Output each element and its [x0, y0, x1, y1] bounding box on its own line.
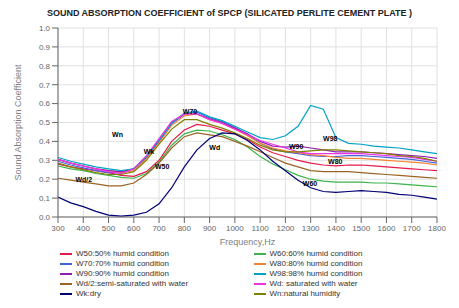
html-text:W70:70% humid condition: W70:70% humid condition: [76, 259, 169, 268]
svg-text:1200: 1200: [277, 224, 295, 233]
svg-text:0.1: 0.1: [39, 194, 51, 203]
svg-text:1700: 1700: [403, 224, 421, 233]
svg-text:W80: W80: [328, 158, 343, 165]
html-text:W98:98% humid condition: W98:98% humid condition: [269, 269, 363, 278]
svg-text:1500: 1500: [352, 224, 370, 233]
svg-text:1300: 1300: [302, 224, 320, 233]
svg-text:1100: 1100: [252, 224, 270, 233]
svg-text:Sound Absorption Coefficient: Sound Absorption Coefficient: [13, 64, 23, 180]
svg-text:1600: 1600: [378, 224, 396, 233]
svg-text:0.5: 0.5: [39, 118, 51, 127]
html-text:W80:80% humid condition: W80:80% humid condition: [269, 259, 363, 268]
svg-text:Wk: Wk: [144, 148, 155, 155]
svg-text:0.0: 0.0: [39, 213, 51, 222]
svg-text:W90: W90: [289, 143, 304, 150]
html-text:Wn:natural humidity: Wn:natural humidity: [269, 289, 341, 298]
svg-text:0.9: 0.9: [39, 43, 51, 52]
html-text:Wk:dry: Wk:dry: [76, 289, 101, 298]
svg-text:900: 900: [203, 224, 217, 233]
svg-text:600: 600: [127, 224, 141, 233]
svg-text:1.0: 1.0: [39, 24, 51, 33]
html-text:W50:50% humid condition: W50:50% humid condition: [76, 249, 169, 258]
svg-text:700: 700: [152, 224, 166, 233]
svg-text:W60: W60: [303, 180, 318, 187]
svg-text:300: 300: [51, 224, 65, 233]
svg-text:400: 400: [77, 224, 91, 233]
svg-text:0.2: 0.2: [39, 175, 51, 184]
svg-text:0.3: 0.3: [39, 156, 51, 165]
svg-text:0.8: 0.8: [39, 62, 51, 71]
svg-text:1400: 1400: [327, 224, 345, 233]
svg-text:1000: 1000: [226, 224, 244, 233]
svg-text:500: 500: [102, 224, 116, 233]
svg-text:W70: W70: [183, 108, 198, 115]
svg-text:W98: W98: [323, 135, 338, 142]
html-text:Wd/2:semi-saturated with water: Wd/2:semi-saturated with water: [76, 279, 188, 288]
svg-text:800: 800: [178, 224, 192, 233]
svg-text:Wd: Wd: [209, 144, 220, 151]
html-text:Wd: saturated with water: Wd: saturated with water: [269, 279, 358, 288]
svg-text:0.4: 0.4: [39, 137, 51, 146]
svg-text:0.6: 0.6: [39, 99, 51, 108]
svg-text:Wn: Wn: [112, 131, 123, 138]
svg-text:Wd/2: Wd/2: [75, 176, 92, 183]
html-text:W90:90% humid condition: W90:90% humid condition: [76, 269, 169, 278]
svg-text:Frequency,Hz: Frequency,Hz: [220, 237, 276, 247]
svg-text:0.7: 0.7: [39, 81, 51, 90]
svg-text:W50: W50: [155, 163, 170, 170]
html-text:SOUND ABSORPTION COEFFICIENT o: SOUND ABSORPTION COEFFICIENT of SPCP (SI…: [46, 8, 413, 18]
html-text:W60:60% humid condition: W60:60% humid condition: [269, 249, 363, 258]
svg-text:1800: 1800: [428, 224, 446, 233]
